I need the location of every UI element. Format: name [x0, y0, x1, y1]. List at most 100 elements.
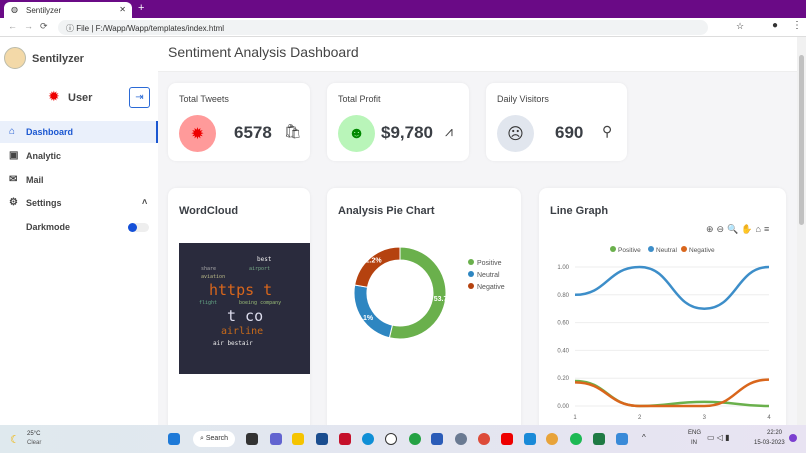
browser-tab[interactable]: ◍ Sentilyzer ✕	[4, 2, 132, 18]
stat-card-profit: Total Profit ☻ $9,780 ⩘	[327, 83, 469, 161]
clock-time[interactable]: 22:20	[767, 430, 783, 436]
chrome-active-icon[interactable]	[546, 433, 558, 445]
legend-marker	[648, 246, 654, 252]
search-label: Search	[205, 435, 229, 442]
y-tick-label: 0.60	[557, 321, 569, 327]
file-explorer-icon[interactable]	[292, 433, 304, 445]
whatsapp-icon[interactable]	[409, 433, 421, 445]
back-icon[interactable]: ←	[8, 21, 17, 31]
youtube-icon[interactable]	[501, 433, 513, 445]
weather-temp: 25°C	[27, 431, 41, 437]
chart-menu-icon[interactable]: ≡	[763, 224, 773, 234]
chrome-icon[interactable]	[478, 433, 490, 445]
word: t co	[227, 307, 264, 325]
darkmode-toggle[interactable]	[128, 223, 149, 232]
teams-icon[interactable]	[270, 433, 282, 445]
tab-title: Sentilyzer	[26, 6, 62, 15]
darkmode-label: Darkmode	[26, 222, 71, 232]
clock-date[interactable]: 15-03-2023	[754, 440, 785, 446]
stat-value: 6578	[234, 123, 272, 142]
mail-icon: ✉	[9, 174, 18, 185]
legend-label: Neutral	[477, 272, 500, 279]
card-title: Analysis Pie Chart	[338, 205, 435, 217]
page-scrollbar[interactable]	[797, 37, 806, 425]
forward-icon[interactable]: →	[24, 21, 33, 31]
pan-hand-icon[interactable]: ✋	[741, 224, 756, 234]
line-chart-icon: ⩘	[445, 123, 453, 139]
moon-weather-icon: ☾	[10, 434, 20, 446]
user-name: User	[68, 92, 93, 104]
language[interactable]: ENG	[688, 430, 702, 436]
logout-button[interactable]: ⇥	[129, 87, 150, 108]
x-tick-label: 3	[703, 415, 707, 421]
zoom-select-icon[interactable]: 🔍	[727, 224, 742, 234]
legend-marker	[468, 259, 474, 265]
chevron-up-icon[interactable]: ˄	[142, 197, 148, 207]
pie-chart: 53.7% Positive 24.1% Neutral 22.2% Negative	[353, 246, 505, 340]
tray-chevron-icon[interactable]: ^	[642, 433, 646, 442]
settings-app-icon[interactable]	[455, 433, 467, 445]
pie-slice-neutral	[353, 284, 393, 339]
pie-chart-card: Analysis Pie Chart 53.7% Positive 24.1% Neu…	[327, 188, 521, 433]
zoom-out-icon[interactable]: ⊖	[716, 224, 728, 234]
sidebar: Sentilyzer ✹ User ⇥ ⌂ Dashboard ▣ Analytic…	[0, 37, 158, 425]
wordcloud-card: WordCloud best share airport aviation ht…	[168, 188, 310, 433]
store-icon[interactable]	[316, 433, 328, 445]
legend-label: Positive	[477, 260, 502, 267]
chart-icon: ▣	[9, 150, 19, 161]
legend-marker	[468, 271, 474, 277]
reload-icon[interactable]: ⟳	[40, 21, 48, 31]
word: aviation	[201, 274, 226, 280]
legend-label: Negative	[689, 247, 715, 254]
card-title: Line Graph	[550, 205, 609, 217]
menu-icon[interactable]: ⋮	[792, 20, 802, 31]
vscode-icon[interactable]	[524, 433, 536, 445]
chart-toolbar: ⊕⊖🔍✋⌂≡	[706, 224, 773, 234]
scrollbar-thumb[interactable]	[799, 55, 804, 225]
pie-slice-negative	[354, 246, 401, 288]
region: IN	[691, 440, 697, 446]
globe-icon: ◍	[11, 5, 18, 14]
weather-desc: Clear	[27, 440, 42, 446]
sidebar-item-mail[interactable]: ✉ Mail	[0, 169, 158, 191]
dell-icon[interactable]	[385, 433, 397, 445]
legend-label: Negative	[477, 284, 505, 291]
photos-icon[interactable]	[616, 433, 628, 445]
sidebar-item-dashboard[interactable]: ⌂ Dashboard	[0, 121, 158, 143]
excel-icon[interactable]	[593, 433, 605, 445]
zoom-in-icon[interactable]: ⊕	[706, 224, 717, 234]
url-input[interactable]: ⓘ File | F:/Wapp/Wapp/templates/index.ht…	[58, 20, 708, 35]
windows-start-icon[interactable]	[168, 433, 180, 445]
word-icon[interactable]	[431, 433, 443, 445]
network-volume-battery-icons[interactable]: ▭ ◁ ▮	[707, 433, 730, 442]
pie-slice-positive	[388, 246, 447, 340]
stat-card-tweets: Total Tweets ✹ 6578 🛍	[168, 83, 310, 161]
sidebar-item-analytic[interactable]: ▣ Analytic	[0, 145, 158, 167]
profile-icon[interactable]: ●	[772, 20, 779, 31]
brand-name: Sentilyzer	[32, 53, 84, 65]
legend-label: Neutral	[656, 247, 678, 254]
bookmark-star-icon[interactable]: ☆	[736, 21, 745, 31]
pie-data-label: 24.1%	[353, 315, 374, 322]
new-tab-button[interactable]: +	[138, 2, 145, 14]
line-series-negative	[574, 378, 770, 408]
sidebar-item-settings[interactable]: ⚙ Settings ˄	[0, 192, 158, 214]
close-tab-icon[interactable]: ✕	[119, 5, 126, 14]
mcafee-icon[interactable]	[339, 433, 351, 445]
legend-marker	[610, 246, 616, 252]
browser-tab-bar: ◍ Sentilyzer ✕ +	[0, 0, 806, 18]
line-series-neutral	[574, 265, 770, 310]
legend-marker	[681, 246, 687, 252]
logo-avatar	[4, 47, 26, 69]
stat-title: Total Tweets	[179, 94, 229, 104]
sad-face-icon: ☹	[497, 115, 534, 152]
spotify-icon[interactable]	[570, 433, 582, 445]
edge-icon[interactable]	[362, 433, 374, 445]
taskbar-search[interactable]: ⌕ Search	[193, 431, 235, 447]
pie-data-label: 22.2%	[362, 257, 383, 264]
task-view-icon[interactable]	[246, 433, 258, 445]
stat-title: Daily Visitors	[497, 94, 549, 104]
reset-home-icon[interactable]: ⌂	[755, 224, 764, 234]
notification-badge[interactable]	[789, 434, 797, 442]
taskbar: ☾ 25°C Clear ⌕ Search ^ ENG IN ▭ ◁ ▮ 22:…	[0, 425, 806, 453]
